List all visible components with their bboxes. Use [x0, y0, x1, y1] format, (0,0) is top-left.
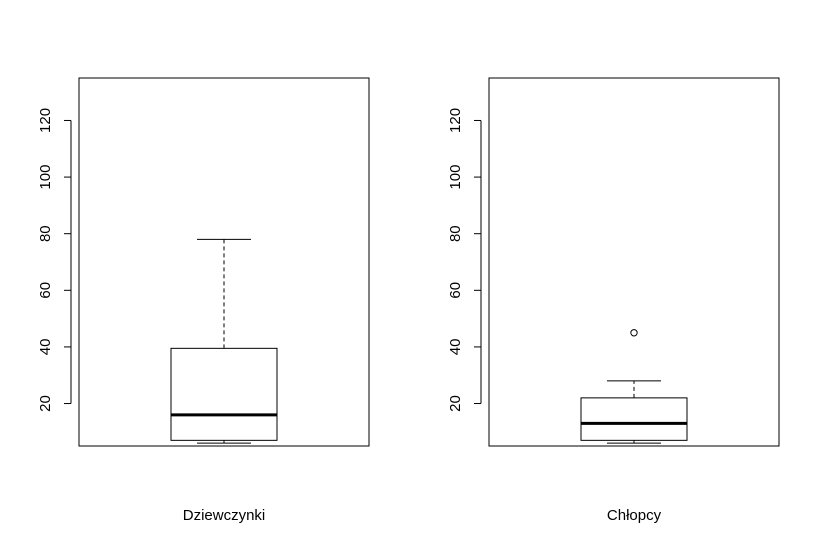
panel-dziewczynki: 20 40 60 80 100 120 Dziewczynki [37, 77, 370, 524]
x-axis-label: Dziewczynki [183, 507, 266, 524]
panel-chlopcy: 20 40 60 80 100 120 Chłopcy [447, 77, 780, 524]
y-tick-label: 120 [447, 108, 464, 133]
y-tick-label: 80 [447, 225, 464, 242]
y-tick-label: 20 [37, 395, 54, 412]
y-tick-label: 20 [447, 395, 464, 412]
iqr-box [170, 347, 278, 441]
y-tick-label: 60 [447, 282, 464, 299]
outlier-point [630, 329, 638, 337]
y-tick-label: 80 [37, 225, 54, 242]
plot-frame [78, 77, 370, 447]
iqr-box [580, 397, 688, 441]
plot-frame [488, 77, 780, 447]
x-axis-label: Chłopcy [607, 507, 662, 524]
y-tick-label: 40 [447, 339, 464, 356]
y-tick-label: 40 [37, 339, 54, 356]
y-tick-label: 100 [447, 165, 464, 190]
y-tick-label: 120 [37, 108, 54, 133]
y-tick-label: 60 [37, 282, 54, 299]
y-tick-label: 100 [37, 165, 54, 190]
